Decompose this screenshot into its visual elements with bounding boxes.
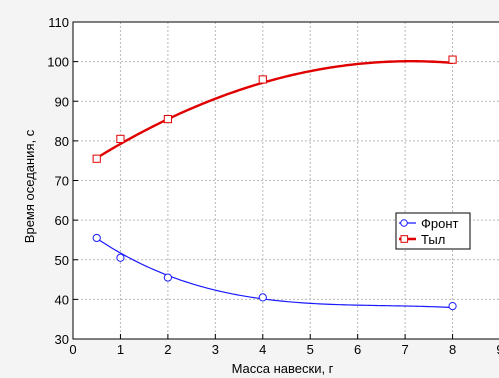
- y-tick-label: 110: [48, 15, 69, 30]
- x-tick-label: 5: [307, 342, 314, 357]
- y-axis-title: Время оседания, с: [22, 129, 37, 243]
- x-tick-label: 8: [449, 342, 456, 357]
- y-tick-label: 60: [55, 213, 69, 228]
- y-tick-label: 40: [55, 292, 69, 307]
- x-tick-label: 4: [259, 342, 266, 357]
- y-tick-label: 90: [55, 94, 69, 109]
- x-tick-label: 0: [69, 342, 76, 357]
- curve-front: [96, 237, 453, 309]
- y-tick-label: 70: [55, 174, 69, 189]
- legend-label: Фронт: [421, 216, 459, 231]
- y-tick-label: 30: [55, 332, 69, 347]
- x-tick-label: 6: [354, 342, 361, 357]
- fit-curves: [96, 60, 453, 309]
- point-front: [92, 233, 101, 243]
- x-tick-label: 9: [496, 342, 499, 357]
- x-tick-label: 1: [117, 342, 124, 357]
- point-front: [448, 302, 457, 311]
- point-rear: [92, 154, 101, 163]
- curve-rear: [96, 60, 453, 159]
- legend-box: [395, 212, 471, 250]
- point-front: [116, 253, 125, 262]
- y-tick-label: 80: [55, 134, 69, 149]
- grid: [73, 22, 499, 339]
- data-markers: [92, 55, 457, 311]
- legend-label: Тыл: [421, 232, 445, 247]
- x-tick-label: 3: [212, 342, 219, 357]
- point-front: [258, 293, 267, 302]
- point-front: [163, 273, 172, 282]
- legend-circle-icon: [400, 219, 408, 227]
- legend-square-icon: [400, 235, 409, 243]
- point-rear: [448, 55, 457, 64]
- x-axis-title: Масса навески, г: [232, 361, 334, 376]
- x-tick-label: 2: [164, 342, 171, 357]
- y-tick-label: 100: [47, 55, 69, 70]
- x-tick-label: 7: [401, 342, 408, 357]
- point-rear: [163, 114, 172, 124]
- y-tick-label: 50: [55, 253, 69, 268]
- point-rear: [258, 75, 267, 84]
- point-rear: [116, 134, 125, 143]
- axis-ticks: 0 1 2 3 4 5 6 7 8 9 30 40 50 60 70 80 90 100 110: [47, 15, 499, 357]
